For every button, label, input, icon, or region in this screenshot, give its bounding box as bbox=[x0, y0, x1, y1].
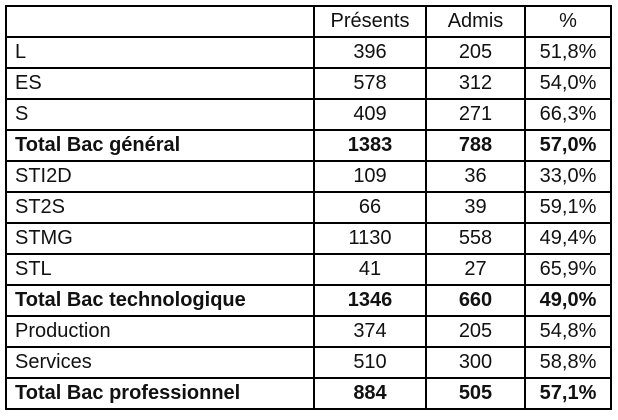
admis-cell: 39 bbox=[425, 191, 526, 224]
column-header-presents: Présents bbox=[313, 5, 427, 38]
percent-cell: 54,8% bbox=[524, 315, 612, 348]
presents-cell: 109 bbox=[313, 160, 427, 193]
presents-cell: 409 bbox=[313, 98, 427, 131]
table-row: L 396 205 51,8% bbox=[5, 36, 612, 69]
table-row: Production 374 205 54,8% bbox=[5, 315, 612, 348]
table-row: ST2S 66 39 59,1% bbox=[5, 191, 612, 224]
table-row: ES 578 312 54,0% bbox=[5, 67, 612, 100]
admis-cell: 27 bbox=[425, 253, 526, 286]
admis-cell: 660 bbox=[425, 284, 526, 317]
percent-cell: 57,1% bbox=[524, 377, 612, 410]
row-label-cell: STMG bbox=[5, 222, 315, 255]
presents-cell: 41 bbox=[313, 253, 427, 286]
row-label-cell: S bbox=[5, 98, 315, 131]
admis-cell: 312 bbox=[425, 67, 526, 100]
presents-cell: 1383 bbox=[313, 129, 427, 162]
results-table: Présents Admis % L 396 205 51,8% ES 578 312 54,… bbox=[5, 5, 612, 410]
row-label-cell: Total Bac général bbox=[5, 129, 315, 162]
presents-cell: 884 bbox=[313, 377, 427, 410]
percent-cell: 58,8% bbox=[524, 346, 612, 379]
header-row: Présents Admis % bbox=[5, 5, 612, 38]
column-header-percent: % bbox=[524, 5, 612, 38]
percent-cell: 51,8% bbox=[524, 36, 612, 69]
row-label-cell: ES bbox=[5, 67, 315, 100]
percent-cell: 66,3% bbox=[524, 98, 612, 131]
table-row: STL 41 27 65,9% bbox=[5, 253, 612, 286]
row-label-cell: Total Bac professionnel bbox=[5, 377, 315, 410]
presents-cell: 1130 bbox=[313, 222, 427, 255]
row-label-cell: Services bbox=[5, 346, 315, 379]
column-header-blank bbox=[5, 5, 315, 38]
admis-cell: 36 bbox=[425, 160, 526, 193]
presents-cell: 374 bbox=[313, 315, 427, 348]
table-row: STI2D 109 36 33,0% bbox=[5, 160, 612, 193]
admis-cell: 205 bbox=[425, 36, 526, 69]
table-row: Total Bac technologique 1346 660 49,0% bbox=[5, 284, 612, 317]
presents-cell: 396 bbox=[313, 36, 427, 69]
presents-cell: 1346 bbox=[313, 284, 427, 317]
percent-cell: 65,9% bbox=[524, 253, 612, 286]
row-label-cell: Production bbox=[5, 315, 315, 348]
admis-cell: 505 bbox=[425, 377, 526, 410]
admis-cell: 788 bbox=[425, 129, 526, 162]
percent-cell: 49,4% bbox=[524, 222, 612, 255]
row-label-cell: STL bbox=[5, 253, 315, 286]
percent-cell: 59,1% bbox=[524, 191, 612, 224]
row-label-cell: L bbox=[5, 36, 315, 69]
admis-cell: 558 bbox=[425, 222, 526, 255]
table-row: S 409 271 66,3% bbox=[5, 98, 612, 131]
percent-cell: 54,0% bbox=[524, 67, 612, 100]
percent-cell: 49,0% bbox=[524, 284, 612, 317]
table-row: Services 510 300 58,8% bbox=[5, 346, 612, 379]
row-label-cell: Total Bac technologique bbox=[5, 284, 315, 317]
table-row: Total Bac général 1383 788 57,0% bbox=[5, 129, 612, 162]
row-label-cell: ST2S bbox=[5, 191, 315, 224]
presents-cell: 66 bbox=[313, 191, 427, 224]
admis-cell: 271 bbox=[425, 98, 526, 131]
percent-cell: 33,0% bbox=[524, 160, 612, 193]
table-row: Total Bac professionnel 884 505 57,1% bbox=[5, 377, 612, 410]
column-header-admis: Admis bbox=[425, 5, 526, 38]
admis-cell: 300 bbox=[425, 346, 526, 379]
admis-cell: 205 bbox=[425, 315, 526, 348]
presents-cell: 510 bbox=[313, 346, 427, 379]
table-row: STMG 1130 558 49,4% bbox=[5, 222, 612, 255]
percent-cell: 57,0% bbox=[524, 129, 612, 162]
row-label-cell: STI2D bbox=[5, 160, 315, 193]
presents-cell: 578 bbox=[313, 67, 427, 100]
